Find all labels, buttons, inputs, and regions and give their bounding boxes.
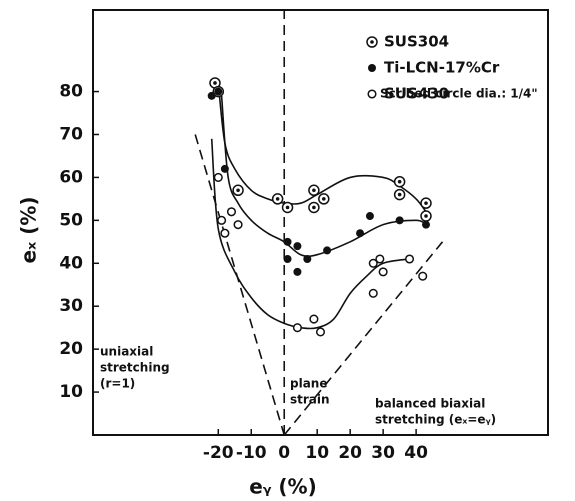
point <box>365 212 374 221</box>
point <box>303 254 312 263</box>
point-center <box>424 214 428 218</box>
annotation: stretching (eₓ=eᵧ) <box>375 413 496 427</box>
point <box>375 254 385 264</box>
annotation: uniaxial <box>100 345 153 359</box>
point <box>213 172 223 182</box>
point <box>233 220 243 230</box>
legend-marker <box>368 64 376 72</box>
legend-note: Scribed circle dia.: 1/4" <box>380 87 538 101</box>
annotation: (r=1) <box>100 377 135 391</box>
y-axis-label: eₓ (%) <box>17 196 41 263</box>
point <box>293 267 302 276</box>
annotation: strain <box>290 393 330 407</box>
point-center <box>285 205 290 210</box>
annotation: plane <box>290 377 327 391</box>
y-tick-label: 80 <box>59 82 83 102</box>
point <box>217 215 227 225</box>
point <box>422 220 431 229</box>
x-tick-label: 40 <box>404 443 428 463</box>
point-center <box>312 188 316 193</box>
x-tick-label: 10 <box>305 443 329 463</box>
point-center <box>213 81 217 85</box>
point <box>207 91 216 100</box>
reference-line <box>283 241 444 436</box>
point <box>293 242 302 251</box>
x-tick-label: -10 <box>236 443 267 463</box>
fit-curve <box>210 138 410 330</box>
point-center <box>275 197 280 201</box>
reference-line <box>194 134 285 436</box>
x-tick-label: 0 <box>278 443 290 463</box>
point-center <box>312 205 316 210</box>
x-axis-label: eᵧ (%) <box>249 475 316 499</box>
y-tick-label: 40 <box>59 253 83 273</box>
point <box>309 314 319 324</box>
point <box>220 164 229 173</box>
point <box>315 327 326 337</box>
point-center <box>397 179 402 184</box>
fit-curve <box>220 95 427 258</box>
y-tick-label: 70 <box>59 124 83 144</box>
x-tick-label: -20 <box>203 443 234 463</box>
plot-frame <box>92 9 549 436</box>
point <box>292 323 302 333</box>
annotation: stretching <box>100 361 170 375</box>
point-center <box>236 188 240 193</box>
x-tick-label: 30 <box>371 443 395 463</box>
point <box>378 267 388 277</box>
y-tick-label: 20 <box>59 339 83 359</box>
point <box>226 207 237 217</box>
point-center <box>370 40 374 44</box>
legend-label: Ti-LCN-17%Cr <box>384 59 500 77</box>
x-tick-label: 20 <box>338 443 362 463</box>
point <box>283 254 292 263</box>
point <box>368 288 378 298</box>
y-tick-label: 60 <box>59 167 83 187</box>
point <box>418 271 428 281</box>
point <box>283 237 292 246</box>
point <box>368 258 378 268</box>
point <box>404 254 415 264</box>
annotation: balanced biaxial <box>375 397 485 411</box>
y-tick-label: 30 <box>59 296 83 316</box>
y-tick-label: 10 <box>59 382 83 402</box>
point <box>356 229 365 238</box>
point-center <box>424 201 428 205</box>
point <box>220 228 230 238</box>
point <box>214 87 223 96</box>
point <box>395 216 404 225</box>
legend-marker <box>367 89 377 99</box>
point-center <box>397 192 402 197</box>
point-center <box>321 197 326 201</box>
legend-label: SUS304 <box>384 33 449 51</box>
point <box>323 246 332 255</box>
y-tick-label: 50 <box>59 210 83 230</box>
legend-label: SUS430 <box>384 85 449 103</box>
